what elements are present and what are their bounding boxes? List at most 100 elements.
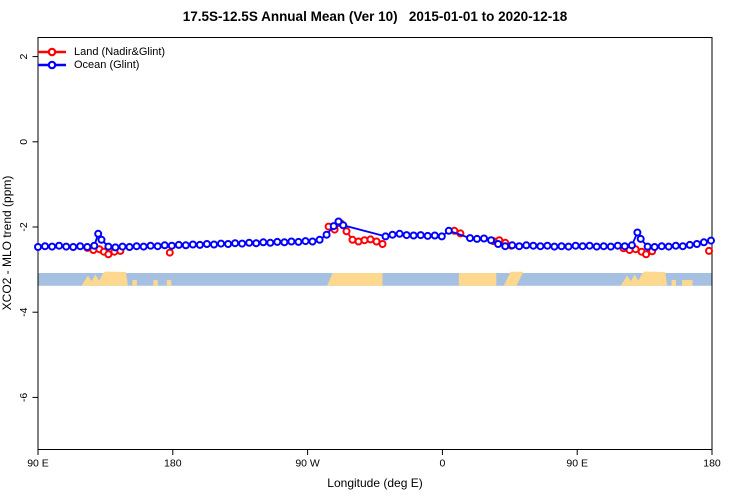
- data-point: [266, 238, 275, 247]
- data-point: [342, 227, 351, 236]
- data-point: [529, 241, 538, 250]
- data-point: [381, 232, 390, 241]
- data-point: [543, 241, 552, 250]
- data-point: [402, 231, 411, 240]
- x-tick-label: 90 W: [295, 458, 320, 470]
- data-point: [480, 234, 488, 243]
- data-point: [685, 240, 694, 249]
- y-axis-title: XCO2 - MLO trend (ppm): [0, 176, 14, 311]
- data-point: [339, 221, 348, 230]
- data-point: [501, 242, 510, 251]
- data-point: [508, 241, 517, 250]
- data-point: [592, 242, 601, 251]
- y-tick-label: 2: [18, 54, 30, 60]
- ocean-series-key-icon: [38, 60, 66, 70]
- map-strip-land-patch: [458, 273, 497, 286]
- data-point: [210, 240, 218, 249]
- data-point: [217, 239, 225, 248]
- data-point: [627, 241, 636, 250]
- data-point: [643, 242, 652, 251]
- data-point: [41, 242, 49, 251]
- data-point: [55, 241, 64, 250]
- data-point: [671, 241, 680, 250]
- data-point: [437, 232, 446, 241]
- y-tick-label: -2: [18, 222, 30, 231]
- data-point: [273, 237, 282, 246]
- map-strip-land-patch: [166, 280, 172, 286]
- data-point: [48, 242, 57, 251]
- data-point: [315, 235, 324, 244]
- map-strip-land-patch: [682, 280, 693, 286]
- legend-label-land: Land (Nadir&Glint): [74, 45, 166, 58]
- chart-title: 17.5S-12.5S Annual Mean (Ver 10) 2015-01…: [182, 9, 568, 24]
- data-point: [245, 238, 254, 247]
- data-point: [231, 239, 240, 248]
- data-point: [515, 242, 524, 251]
- x-tick-label: 90 E: [27, 458, 49, 470]
- data-point: [153, 242, 162, 251]
- data-point: [536, 242, 545, 251]
- data-point: [466, 234, 474, 243]
- data-point: [650, 243, 659, 251]
- data-point: [444, 226, 453, 235]
- legend: Land (Nadir&Glint) Ocean (Glint): [38, 45, 165, 72]
- data-point: [252, 239, 261, 248]
- data-point: [322, 230, 331, 239]
- data-point: [287, 237, 296, 246]
- map-strip-land-patch: [620, 271, 668, 286]
- data-point: [69, 243, 78, 251]
- data-point: [132, 242, 141, 251]
- data-point: [578, 242, 587, 251]
- data-point: [692, 240, 701, 248]
- data-point: [522, 241, 531, 250]
- map-strip-land-patch: [132, 280, 137, 286]
- data-point: [160, 241, 169, 250]
- data-point: [388, 230, 397, 239]
- land-series-key-icon: [38, 47, 66, 57]
- data-point: [423, 231, 432, 240]
- y-tick-label: -6: [18, 393, 30, 402]
- data-point: [557, 242, 566, 251]
- data-point: [487, 236, 496, 245]
- data-point: [104, 242, 113, 251]
- data-point: [416, 231, 425, 240]
- data-point: [308, 237, 317, 246]
- data-point: [642, 250, 651, 259]
- data-point: [657, 242, 666, 251]
- data-point: [633, 228, 642, 237]
- legend-label-ocean: Ocean (Glint): [74, 59, 140, 72]
- map-strip-land-patch: [153, 280, 158, 286]
- data-point: [238, 239, 247, 248]
- data-point: [585, 241, 594, 250]
- data-point: [202, 240, 211, 248]
- data-point: [181, 241, 190, 250]
- x-tick-label: 180: [703, 458, 721, 470]
- data-point: [125, 243, 134, 251]
- data-point: [378, 240, 387, 248]
- map-strip-land-patch: [327, 273, 383, 286]
- data-point: [409, 231, 418, 240]
- data-point: [606, 242, 615, 251]
- legend-item-ocean: Ocean (Glint): [38, 59, 165, 73]
- x-axis-title: Longitude (deg E): [327, 476, 422, 490]
- data-point: [430, 231, 439, 240]
- data-point: [259, 238, 268, 247]
- x-tick-label: 180: [164, 458, 182, 470]
- data-point: [90, 241, 99, 250]
- data-point: [301, 237, 310, 246]
- data-point: [678, 242, 687, 251]
- data-point: [494, 240, 503, 248]
- data-point: [699, 238, 708, 247]
- data-point: [118, 242, 127, 251]
- data-point: [599, 242, 608, 251]
- legend-item-land: Land (Nadir&Glint): [38, 45, 165, 59]
- map-strip-land-patch: [671, 280, 677, 286]
- data-point: [571, 241, 580, 250]
- data-point: [83, 243, 92, 251]
- map-strip-land-patch: [81, 271, 128, 286]
- y-tick-label: 0: [18, 139, 30, 145]
- data-point: [664, 242, 673, 251]
- data-point: [139, 242, 148, 251]
